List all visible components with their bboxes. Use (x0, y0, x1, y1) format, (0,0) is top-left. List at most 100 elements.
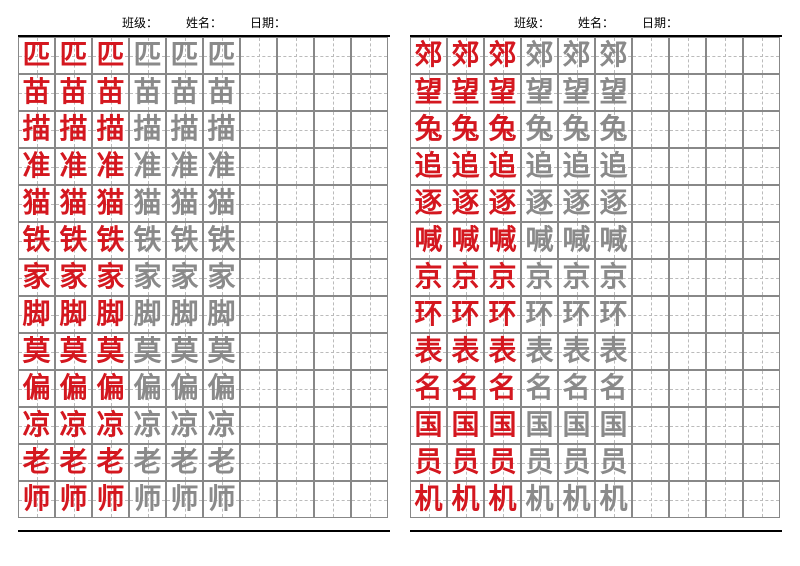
grid-cell: 喊 (558, 222, 595, 259)
model-char-gray: 匹 (133, 42, 161, 70)
footer-rule (410, 518, 782, 532)
grid-cell: 郊 (447, 37, 484, 74)
model-char-red: 名 (488, 375, 516, 403)
grid-cell: 京 (447, 259, 484, 296)
model-char-red: 描 (59, 116, 87, 144)
model-char-gray: 脚 (133, 301, 161, 329)
model-char-red: 匹 (22, 42, 50, 70)
grid-row: 匹匹匹匹匹匹 (18, 37, 390, 74)
grid-cell (277, 481, 314, 518)
model-char-gray: 表 (525, 338, 553, 366)
grid-row: 国国国国国国 (410, 407, 782, 444)
grid-cell: 偏 (166, 370, 203, 407)
model-char-gray: 准 (207, 153, 235, 181)
grid-cell (669, 185, 706, 222)
grid-row: 名名名名名名 (410, 370, 782, 407)
model-char-gray: 匹 (170, 42, 198, 70)
grid-cell: 铁 (92, 222, 129, 259)
grid-cell (706, 444, 743, 481)
model-char-red: 师 (22, 486, 50, 514)
model-char-red: 员 (488, 449, 516, 477)
model-char-red: 国 (451, 412, 479, 440)
grid-cell: 员 (447, 444, 484, 481)
model-char-red: 家 (59, 264, 87, 292)
grid-cell: 匹 (129, 37, 166, 74)
model-char-red: 追 (488, 153, 516, 181)
grid-cell (277, 74, 314, 111)
grid-cell (743, 481, 780, 518)
grid-row: 环环环环环环 (410, 296, 782, 333)
model-char-gray: 铁 (133, 227, 161, 255)
grid-cell (351, 74, 388, 111)
model-char-red: 机 (488, 486, 516, 514)
grid-cell: 追 (410, 148, 447, 185)
grid-cell: 望 (558, 74, 595, 111)
grid-cell (314, 481, 351, 518)
grid-cell: 环 (595, 296, 632, 333)
model-char-gray: 描 (207, 116, 235, 144)
model-char-red: 表 (414, 338, 442, 366)
grid-cell: 老 (92, 444, 129, 481)
grid-cell (240, 222, 277, 259)
grid-cell: 铁 (166, 222, 203, 259)
grid-cell: 员 (595, 444, 632, 481)
grid-cell (743, 111, 780, 148)
model-char-gray: 京 (562, 264, 590, 292)
grid-cell (240, 481, 277, 518)
model-char-gray: 老 (170, 449, 198, 477)
grid-cell: 喊 (410, 222, 447, 259)
grid-cell: 环 (410, 296, 447, 333)
model-char-gray: 表 (562, 338, 590, 366)
sheet-header: 班级： 姓名： 日期： (410, 14, 782, 35)
grid-cell (351, 407, 388, 444)
grid-cell: 京 (410, 259, 447, 296)
model-char-red: 喊 (414, 227, 442, 255)
grid-cell (314, 407, 351, 444)
model-char-gray: 国 (599, 412, 627, 440)
grid-row: 铁铁铁铁铁铁 (18, 222, 390, 259)
model-char-red: 环 (488, 301, 516, 329)
grid-cell: 追 (484, 148, 521, 185)
grid-cell (632, 259, 669, 296)
grid-cell: 猫 (55, 185, 92, 222)
grid-cell: 凉 (18, 407, 55, 444)
model-char-red: 机 (451, 486, 479, 514)
model-char-gray: 京 (599, 264, 627, 292)
grid-cell: 国 (410, 407, 447, 444)
model-char-gray: 老 (133, 449, 161, 477)
grid-cell: 追 (558, 148, 595, 185)
grid-cell (351, 481, 388, 518)
model-char-gray: 京 (525, 264, 553, 292)
grid-cell (669, 296, 706, 333)
model-char-red: 准 (59, 153, 87, 181)
grid-cell: 描 (203, 111, 240, 148)
model-char-gray: 国 (525, 412, 553, 440)
grid-cell (706, 148, 743, 185)
grid-cell: 老 (18, 444, 55, 481)
model-char-gray: 苗 (207, 79, 235, 107)
model-char-red: 准 (96, 153, 124, 181)
model-char-red: 郊 (451, 42, 479, 70)
model-char-gray: 兔 (525, 116, 553, 144)
model-char-gray: 脚 (170, 301, 198, 329)
grid-cell: 描 (55, 111, 92, 148)
model-char-gray: 机 (562, 486, 590, 514)
model-char-red: 描 (96, 116, 124, 144)
grid-cell: 师 (203, 481, 240, 518)
grid-cell: 表 (484, 333, 521, 370)
grid-cell: 名 (521, 370, 558, 407)
grid-cell: 莫 (18, 333, 55, 370)
grid-cell: 脚 (55, 296, 92, 333)
grid-cell (277, 185, 314, 222)
model-char-red: 逐 (414, 190, 442, 218)
sheet-header: 班级： 姓名： 日期： (18, 14, 390, 35)
grid-cell: 莫 (129, 333, 166, 370)
model-char-red: 京 (488, 264, 516, 292)
grid-cell (743, 74, 780, 111)
practice-sheet-left: 班级： 姓名： 日期： 匹匹匹匹匹匹苗苗苗苗苗苗描描描描描描准准准准准准猫猫猫猫… (18, 14, 390, 552)
grid-cell: 逐 (521, 185, 558, 222)
grid-cell (277, 333, 314, 370)
grid-cell: 猫 (129, 185, 166, 222)
grid-cell (314, 37, 351, 74)
grid-cell (632, 370, 669, 407)
